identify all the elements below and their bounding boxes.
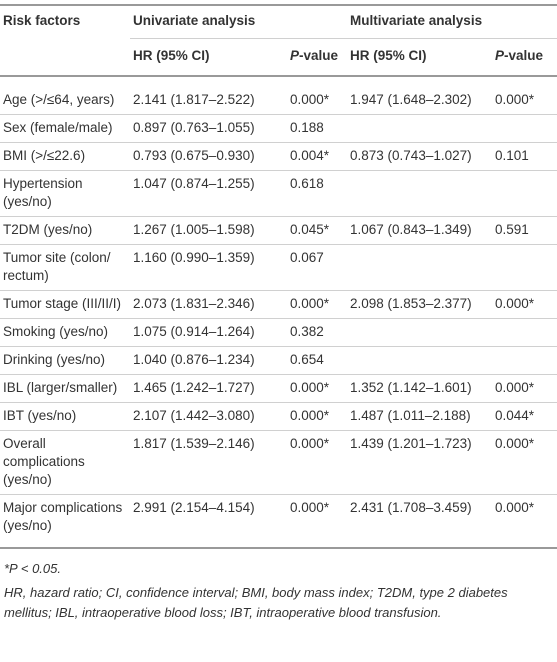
value-cell: 1.267 (1.005–1.598) (130, 216, 287, 245)
risk-factor: T2DM (yes/no) (0, 216, 130, 245)
header-cell: Univariate analysis (130, 4, 348, 39)
value-cell: 0.004* (287, 142, 348, 171)
value-cell: 1.352 (1.142–1.601) (347, 374, 493, 403)
value-cell (347, 170, 493, 217)
value-cell (347, 318, 493, 347)
value-cell: 0.045* (287, 216, 348, 245)
table-row: T2DM (yes/no) 1.267 (1.005–1.598) 0.045* 1.… (0, 216, 557, 245)
value-cell: 0.591 (492, 216, 557, 245)
value-cell: 1.947 (1.648–2.302) (347, 76, 493, 115)
value-cell (347, 114, 493, 143)
header-cell: Multivariate analysis (347, 4, 557, 39)
table-row: Tumor stage (III/II/I) 2.073 (1.831–2.346… (0, 290, 557, 319)
table-row: Major complications (yes/no) 2.991 (2.154… (0, 494, 557, 549)
value-cell (347, 346, 493, 375)
value-cell: 0.101 (492, 142, 557, 171)
table-row: Smoking (yes/no) 1.075 (0.914–1.264) 0.382 (0, 318, 557, 347)
value-cell: 0.188 (287, 114, 348, 143)
header-cell: HR (95% CI) (347, 38, 493, 77)
value-cell: 0.000* (287, 402, 348, 431)
risk-factor: Major complications (yes/no) (0, 494, 130, 549)
footnote: *P < 0.05. (4, 561, 61, 576)
results-table: Risk factors Univariate analysis Multiva… (0, 4, 557, 549)
table-row: Age (>/≤64, years) 2.141 (1.817–2.522) 0.0… (0, 76, 557, 115)
value-cell: 0.873 (0.743–1.027) (347, 142, 493, 171)
header-cell: P-value (492, 38, 557, 77)
table-row: Tumor site (colon/ rectum) 1.160 (0.990–1… (0, 244, 557, 291)
value-cell: 2.991 (2.154–4.154) (130, 494, 287, 549)
value-cell: 2.073 (1.831–2.346) (130, 290, 287, 319)
value-cell: 0.654 (287, 346, 348, 375)
table-row: BMI (>/≤22.6) 0.793 (0.675–0.930) 0.004* 0.… (0, 142, 557, 171)
header-cell: Risk factors (0, 4, 130, 39)
value-cell: 0.897 (0.763–1.055) (130, 114, 287, 143)
value-cell: 1.487 (1.011–2.188) (347, 402, 493, 431)
risk-factor: Age (>/≤64, years) (0, 76, 130, 115)
value-cell: 1.075 (0.914–1.264) (130, 318, 287, 347)
value-cell: 0.000* (287, 290, 348, 319)
value-cell (492, 346, 557, 375)
value-cell: 0.000* (492, 430, 557, 495)
risk-factor: IBL (larger/smaller) (0, 374, 130, 403)
value-cell: 0.618 (287, 170, 348, 217)
value-cell: 2.431 (1.708–3.459) (347, 494, 493, 549)
p-suffix: -value (299, 48, 339, 63)
risk-factor: Tumor site (colon/ rectum) (0, 244, 130, 291)
table-row: Hypertension (yes/no) 1.047 (0.874–1.255)… (0, 170, 557, 217)
risk-factor: Hypertension (yes/no) (0, 170, 130, 217)
value-cell: 0.000* (287, 430, 348, 495)
risk-factor: IBT (yes/no) (0, 402, 130, 431)
value-cell: 0.000* (287, 494, 348, 549)
value-cell: 0.000* (287, 374, 348, 403)
header-cell (0, 38, 130, 77)
value-cell: 1.160 (0.990–1.359) (130, 244, 287, 291)
risk-factor: Overall complications (yes/no) (0, 430, 130, 495)
value-cell (492, 114, 557, 143)
value-cell: 0.000* (492, 494, 557, 549)
value-cell: 2.098 (1.853–2.377) (347, 290, 493, 319)
p-symbol: P (290, 48, 300, 63)
footnote: HR, hazard ratio; CI, confidence interva… (4, 585, 508, 620)
value-cell (492, 170, 557, 217)
p-suffix: -value (504, 48, 544, 63)
risk-factor: Drinking (yes/no) (0, 346, 130, 375)
risk-factor: Sex (female/male) (0, 114, 130, 143)
footnotes: *P < 0.05. HR, hazard ratio; CI, confiden… (0, 549, 557, 623)
value-cell: 0.382 (287, 318, 348, 347)
value-cell: 0.067 (287, 244, 348, 291)
value-cell: 0.000* (492, 290, 557, 319)
value-cell: 1.439 (1.201–1.723) (347, 430, 493, 495)
risk-factor: BMI (>/≤22.6) (0, 142, 130, 171)
value-cell: 0.000* (287, 76, 348, 115)
value-cell: 0.000* (492, 374, 557, 403)
value-cell: 1.047 (0.874–1.255) (130, 170, 287, 217)
value-cell: 1.067 (0.843–1.349) (347, 216, 493, 245)
header-cell: HR (95% CI) (130, 38, 287, 77)
table-row: Drinking (yes/no) 1.040 (0.876–1.234) 0.65… (0, 346, 557, 375)
table-row: IBT (yes/no) 2.107 (1.442–3.080) 0.000* 1.4… (0, 402, 557, 431)
header-cell: P-value (287, 38, 348, 77)
value-cell (492, 244, 557, 291)
table-row: Overall complications (yes/no) 1.817 (1.5… (0, 430, 557, 495)
page: Risk factors Univariate analysis Multiva… (0, 4, 557, 662)
value-cell: 0.044* (492, 402, 557, 431)
p-symbol: P (495, 48, 505, 63)
value-cell (347, 244, 493, 291)
value-cell: 0.000* (492, 76, 557, 115)
table-row: Sex (female/male) 0.897 (0.763–1.055) 0.18… (0, 114, 557, 143)
value-cell: 0.793 (0.675–0.930) (130, 142, 287, 171)
risk-factor: Smoking (yes/no) (0, 318, 130, 347)
value-cell: 2.107 (1.442–3.080) (130, 402, 287, 431)
value-cell: 1.040 (0.876–1.234) (130, 346, 287, 375)
value-cell: 1.817 (1.539–2.146) (130, 430, 287, 495)
table-row: IBL (larger/smaller) 1.465 (1.242–1.727) 0… (0, 374, 557, 403)
value-cell: 2.141 (1.817–2.522) (130, 76, 287, 115)
value-cell: 1.465 (1.242–1.727) (130, 374, 287, 403)
table-body: Age (>/≤64, years) 2.141 (1.817–2.522) 0.0… (0, 76, 557, 549)
value-cell (492, 318, 557, 347)
risk-factor: Tumor stage (III/II/I) (0, 290, 130, 319)
